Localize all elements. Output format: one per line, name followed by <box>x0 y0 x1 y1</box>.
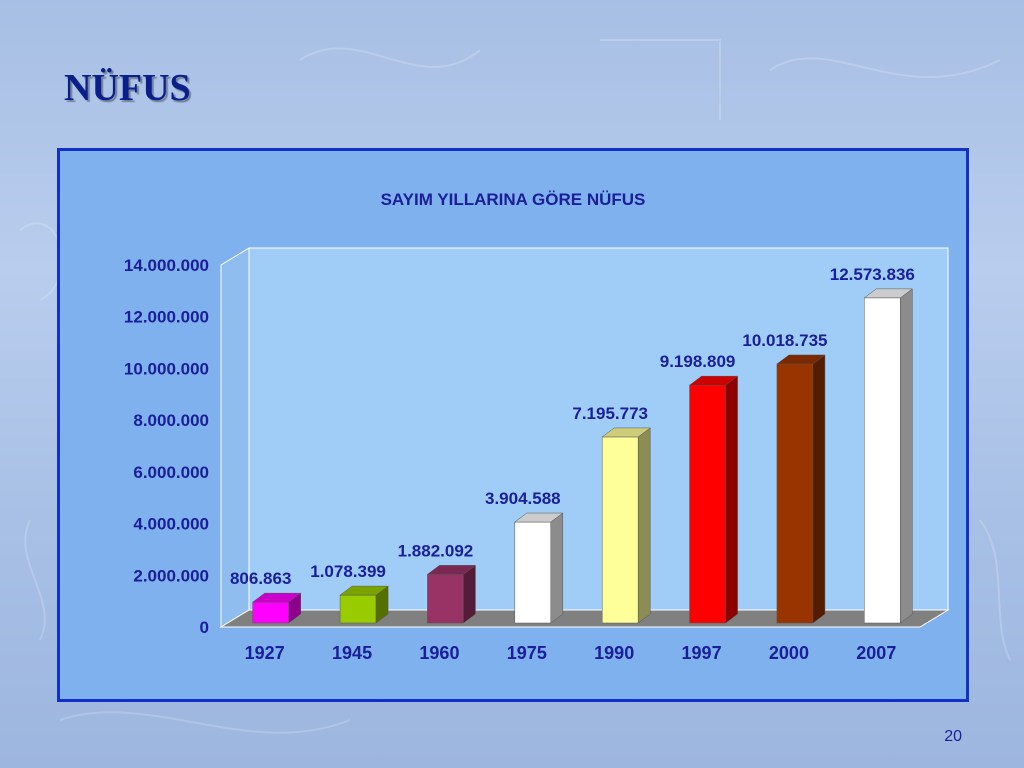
bar-side <box>637 427 651 624</box>
bar <box>776 354 826 624</box>
y-tick-label: 2.000.000 <box>133 566 209 585</box>
y-tick-label: 10.000.000 <box>124 359 209 378</box>
bar <box>426 564 477 624</box>
bar <box>863 288 914 624</box>
bar-top <box>339 585 389 596</box>
bar-top <box>426 565 477 575</box>
bar <box>339 585 389 624</box>
y-tick-label: 14.000.000 <box>124 256 209 275</box>
y-tick-label: 6.000.000 <box>133 463 209 482</box>
y-tick-label: 12.000.000 <box>124 308 209 327</box>
data-label: 1.078.399 <box>310 562 386 581</box>
bar-front <box>252 601 289 624</box>
bar-front <box>601 436 639 624</box>
bar-top <box>251 592 302 603</box>
bar-top <box>514 512 564 523</box>
bar-front <box>339 594 377 624</box>
bar <box>688 375 739 624</box>
x-tick-label: 2007 <box>856 643 896 663</box>
page-number: 20 <box>944 728 962 745</box>
bar-side <box>550 512 564 624</box>
plot-floor <box>219 609 950 628</box>
bar-front <box>689 384 726 624</box>
plot-back-wall <box>248 247 949 611</box>
bar <box>601 427 651 624</box>
bar-top <box>688 375 739 386</box>
chart-title: SAYIM YILLARINA GÖRE NÜFUS <box>381 190 646 209</box>
x-tick-label: 1945 <box>332 643 372 663</box>
bar-front <box>776 363 814 624</box>
slide-title: NÜFUS <box>64 67 191 109</box>
x-tick-label: 1997 <box>682 643 722 663</box>
bar <box>251 592 302 624</box>
chart-frame: SAYIM YILLARINA GÖRE NÜFUS 0 2.000.000 4.0… <box>57 148 969 702</box>
bar-side <box>725 375 738 624</box>
bar-front <box>427 574 464 624</box>
x-tick-label: 1927 <box>245 643 285 663</box>
data-label: 10.018.735 <box>742 331 827 350</box>
bar-side <box>900 288 913 624</box>
data-label: 3.904.588 <box>485 489 561 508</box>
y-tick-label: 8.000.000 <box>133 411 209 430</box>
bar-front <box>864 297 901 624</box>
x-tick-label: 1975 <box>507 643 547 663</box>
data-label: 9.198.809 <box>660 352 736 371</box>
data-label: 806.863 <box>230 569 291 588</box>
bar-side <box>463 564 476 624</box>
bar <box>514 512 564 624</box>
bar-top <box>776 354 826 365</box>
bar-chart: SAYIM YILLARINA GÖRE NÜFUS 0 2.000.000 4.0… <box>124 190 950 663</box>
x-tick-label: 1990 <box>594 643 634 663</box>
x-tick-label: 2000 <box>769 643 809 663</box>
data-label: 12.573.836 <box>830 265 915 284</box>
y-tick-label: 4.000.000 <box>133 515 209 534</box>
x-tick-label: 1960 <box>419 643 459 663</box>
bar-top <box>601 427 651 438</box>
y-tick-label: 0 <box>200 618 209 637</box>
data-label: 7.195.773 <box>572 404 648 423</box>
bar-top <box>863 288 914 299</box>
bar-front <box>514 521 552 624</box>
data-label: 1.882.092 <box>398 541 474 560</box>
bar-side <box>812 354 826 624</box>
